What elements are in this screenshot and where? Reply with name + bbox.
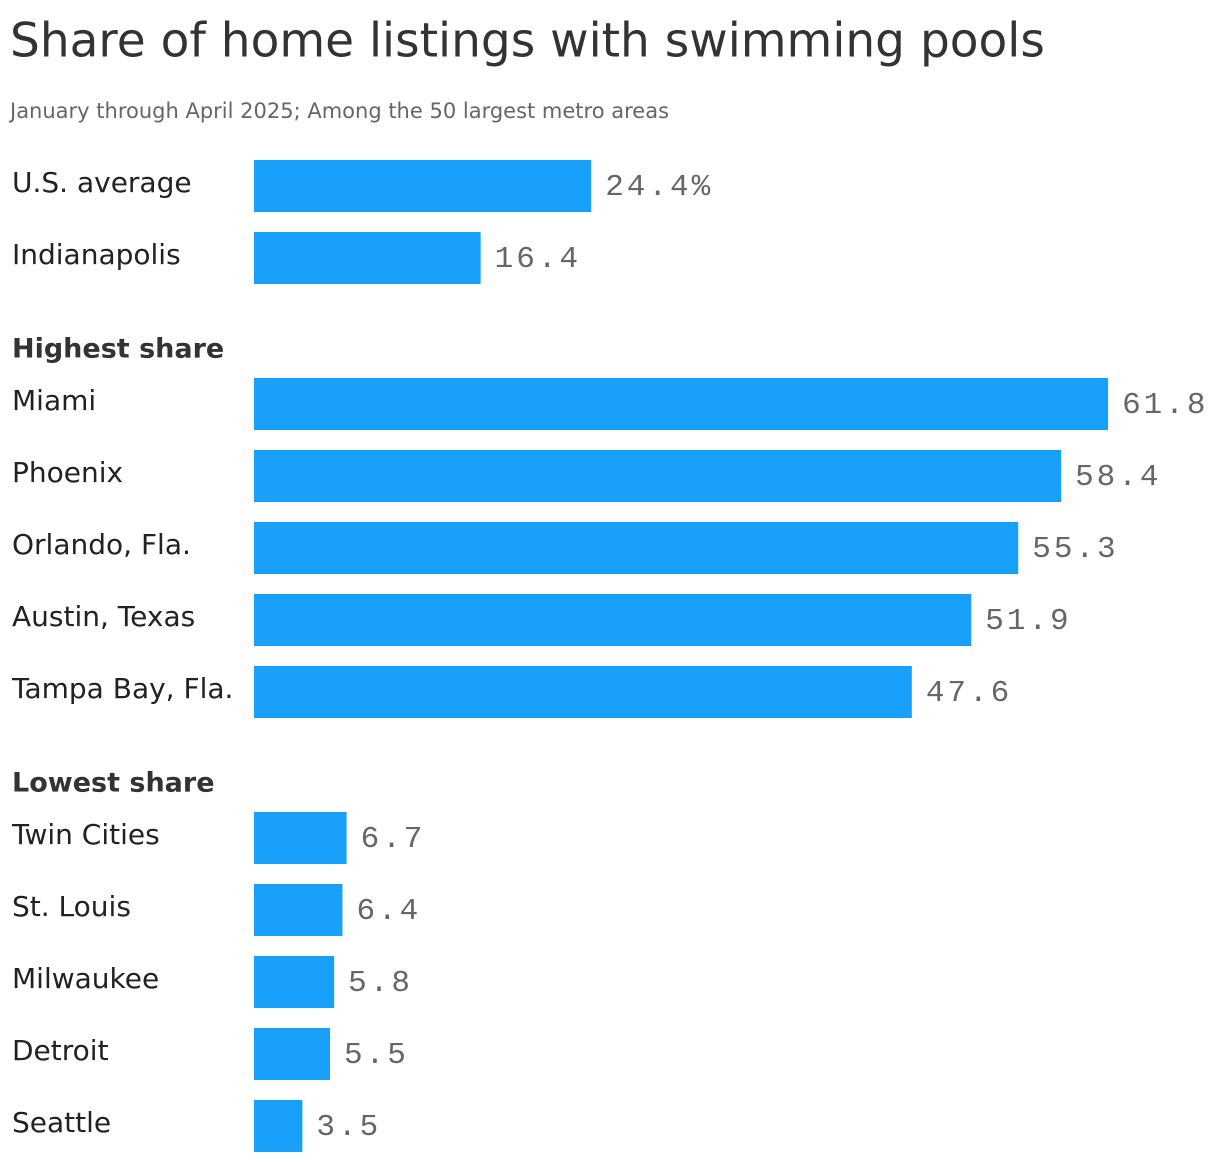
category-label: Orlando, Fla. <box>12 528 191 561</box>
bar <box>254 160 592 212</box>
category-label: St. Louis <box>12 890 131 923</box>
value-label: 16.4 <box>495 242 581 277</box>
bar <box>254 956 335 1008</box>
value-label: 3.5 <box>316 1110 381 1145</box>
category-label: Miami <box>12 384 96 417</box>
value-label: 61.8 <box>1122 388 1208 423</box>
bar <box>254 1100 303 1152</box>
category-label: Milwaukee <box>12 962 159 995</box>
bar <box>254 450 1062 502</box>
value-label: 58.4 <box>1075 460 1161 495</box>
category-label: Twin Cities <box>11 818 160 851</box>
bar <box>254 378 1109 430</box>
value-label: 51.9 <box>985 604 1071 639</box>
bar <box>254 522 1019 574</box>
group-label: Highest share <box>12 334 224 365</box>
chart-subtitle: January through April 2025; Among the 50… <box>8 99 669 123</box>
category-label: Detroit <box>12 1034 109 1067</box>
value-label: 5.5 <box>344 1038 409 1073</box>
chart-title: Share of home listings with swimming poo… <box>10 14 1045 69</box>
value-label: 55.3 <box>1032 532 1118 567</box>
category-label: Indianapolis <box>12 238 181 271</box>
bar <box>254 594 972 646</box>
bar <box>254 1028 331 1080</box>
category-label: Seattle <box>12 1106 111 1139</box>
bar <box>254 884 343 936</box>
bar <box>254 666 912 718</box>
category-label: Tampa Bay, Fla. <box>11 672 233 705</box>
category-label: Phoenix <box>12 456 123 489</box>
bar <box>254 812 347 864</box>
value-label: 5.8 <box>348 966 413 1001</box>
value-label: 6.4 <box>356 894 421 929</box>
category-label: Austin, Texas <box>12 600 195 633</box>
bar <box>254 232 481 284</box>
value-label: 6.7 <box>361 822 426 857</box>
value-label: 47.6 <box>926 676 1012 711</box>
group-label: Lowest share <box>12 768 215 799</box>
value-label: 24.4% <box>605 170 713 205</box>
category-label: U.S. average <box>12 166 192 199</box>
